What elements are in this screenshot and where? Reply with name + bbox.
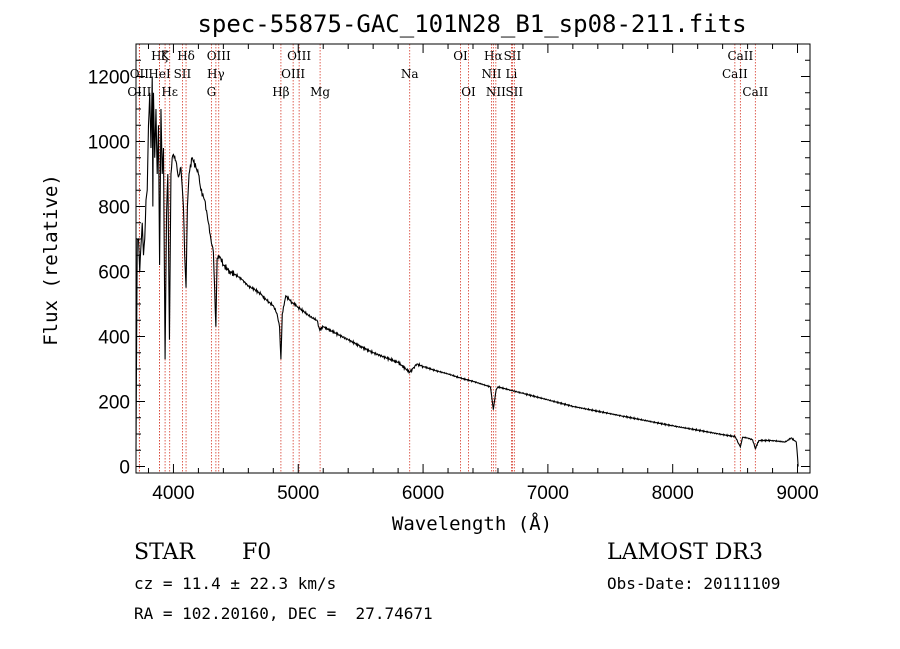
redshift-readout: cz = 11.4 ± 22.3 km/s xyxy=(134,574,337,593)
x-axis-label: Wavelength (Å) xyxy=(392,512,552,535)
y-tick-label: 200 xyxy=(98,393,130,414)
line-label: K xyxy=(161,49,171,63)
y-tick-label: 400 xyxy=(98,328,130,349)
line-label: CaII xyxy=(722,67,748,81)
y-tick-label: 600 xyxy=(98,263,130,284)
x-tick-label: 6000 xyxy=(402,483,444,504)
line-label: OI xyxy=(453,49,468,63)
line-label: OIII xyxy=(287,49,311,63)
line-label: NII xyxy=(481,67,501,81)
x-tick-label: 9000 xyxy=(776,483,818,504)
x-tick-label: 7000 xyxy=(527,483,569,504)
line-label: OI xyxy=(461,85,476,99)
object-class: STAR xyxy=(134,540,195,565)
spectrum-chart: spec-55875-GAC_101N28_B1_sp08-211.fits H… xyxy=(40,10,819,535)
x-tick-label: 5000 xyxy=(277,483,319,504)
y-tick-label: 1000 xyxy=(88,133,130,154)
spectrum-line xyxy=(135,76,799,467)
y-tick-label: 800 xyxy=(98,198,130,219)
x-tick-label: 8000 xyxy=(652,483,694,504)
line-label: OIII xyxy=(281,67,305,81)
line-label: HeI xyxy=(148,67,171,81)
line-label: Hδ xyxy=(177,49,195,63)
line-label: CaII xyxy=(742,85,768,99)
line-label: NII xyxy=(486,85,506,99)
line-label: Na xyxy=(401,67,419,81)
line-label: Hγ xyxy=(207,67,225,81)
line-label: SII xyxy=(505,85,523,99)
line-label: Mg xyxy=(310,85,330,99)
line-label: SII xyxy=(504,49,522,63)
line-label: Hε xyxy=(161,85,178,99)
observation-date: Obs-Date: 20111109 xyxy=(607,574,781,593)
y-tick-label: 0 xyxy=(119,458,130,479)
line-label: CaII xyxy=(727,49,753,63)
spectral-subclass: F0 xyxy=(242,540,272,565)
x-tick-label: 4000 xyxy=(152,483,194,504)
line-label: OIII xyxy=(127,85,151,99)
coordinates-readout: RA = 102.20160, DEC = 27.74671 xyxy=(134,604,433,623)
y-axis-label: Flux (relative) xyxy=(40,174,62,346)
line-label: OIII xyxy=(207,49,231,63)
survey-name: LAMOST DR3 xyxy=(607,540,763,565)
y-tick-label: 1200 xyxy=(88,68,130,89)
line-label: Hβ xyxy=(272,85,289,99)
plot-frame xyxy=(135,43,811,474)
line-label: Li xyxy=(506,67,518,81)
line-label: G xyxy=(207,85,217,99)
axis-ticks: 4000 5000 6000 7000 8000 9000 0 200 400 600 800 100… xyxy=(88,44,819,504)
chart-title: spec-55875-GAC_101N28_B1_sp08-211.fits xyxy=(197,10,746,38)
line-label: SII xyxy=(174,67,192,81)
line-label: Hα xyxy=(484,49,503,63)
